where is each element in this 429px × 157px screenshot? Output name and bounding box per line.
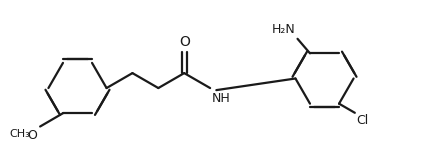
Text: NH: NH xyxy=(212,92,230,105)
Text: O: O xyxy=(179,35,190,49)
Text: Cl: Cl xyxy=(356,114,369,127)
Text: O: O xyxy=(27,129,37,142)
Text: CH₃: CH₃ xyxy=(9,129,30,139)
Text: H₂N: H₂N xyxy=(272,23,296,36)
